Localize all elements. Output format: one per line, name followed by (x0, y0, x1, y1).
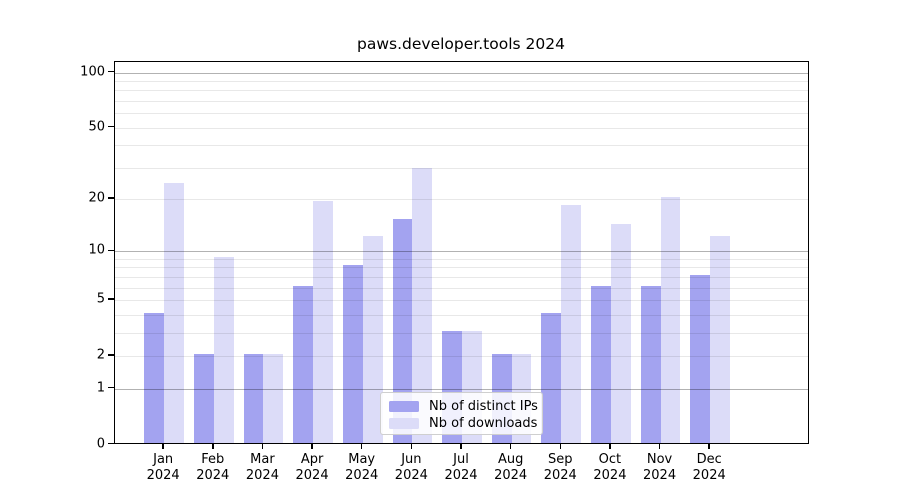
y-tick (107, 386, 114, 389)
x-tick-label-may: May 2024 (345, 452, 379, 483)
bar-downloads-feb (213, 256, 234, 443)
y-tick (107, 249, 114, 252)
y-tick-label: 100 (80, 64, 105, 80)
bar-distinct-ips-nov (640, 285, 661, 443)
x-tick (658, 443, 661, 449)
x-tick-label-jan: Jan 2024 (146, 452, 180, 483)
x-tick-label-sep: Sep 2024 (543, 452, 577, 483)
x-tick-label-mar: Mar 2024 (245, 452, 279, 483)
x-tick (509, 443, 512, 449)
y-tick (107, 298, 114, 300)
legend: Nb of distinct IPs Nb of downloads (380, 392, 543, 435)
x-tick (162, 443, 164, 449)
x-tick (360, 443, 363, 449)
y-tick-label: 2 (96, 347, 105, 363)
y-tick-label: 5 (96, 291, 105, 307)
x-tick-label-apr: Apr 2024 (295, 452, 329, 483)
legend-item-distinct-ips: Nb of distinct IPs (381, 398, 542, 416)
y-tick (107, 125, 114, 128)
x-tick-label-feb: Feb 2024 (196, 452, 230, 483)
bar-distinct-ips-apr (293, 285, 314, 443)
chart-title: paws.developer.tools 2024 (357, 35, 565, 53)
x-tick (609, 443, 611, 449)
x-tick (559, 443, 562, 449)
x-tick (708, 443, 710, 449)
bar-downloads-jun (412, 168, 433, 443)
y-tick-label: 0 (96, 436, 105, 451)
bar-distinct-ips-may (342, 265, 363, 443)
y-tick-label: 1 (96, 380, 105, 396)
y-tick (107, 354, 114, 356)
y-tick (107, 442, 114, 445)
x-tick (261, 443, 264, 449)
x-tick (212, 443, 214, 449)
legend-label-distinct-ips: Nb of distinct IPs (429, 398, 538, 414)
bar-distinct-ips-mar (243, 353, 264, 443)
legend-item-downloads: Nb of downloads (381, 415, 542, 433)
bar-downloads-may (362, 235, 383, 443)
y-tick-label: 20 (88, 190, 105, 206)
legend-label-downloads: Nb of downloads (429, 416, 538, 432)
bar-distinct-ips-oct (591, 285, 611, 443)
bar-distinct-ips-jan (144, 312, 165, 443)
bar-distinct-ips-jun (392, 219, 413, 443)
bar-downloads-dec (710, 235, 731, 443)
x-tick-label-aug: Aug 2024 (494, 452, 528, 483)
x-tick (311, 443, 313, 449)
y-tick (107, 197, 114, 199)
bar-downloads-oct (610, 224, 631, 443)
y-tick-label: 50 (88, 119, 105, 135)
bar-distinct-ips-feb (193, 353, 214, 443)
legend-swatch-downloads (389, 418, 419, 430)
x-tick-label-jul: Jul 2024 (444, 452, 478, 483)
bar-distinct-ips-dec (690, 274, 711, 443)
y-tick-label: 10 (88, 242, 105, 258)
x-tick-label-jun: Jun 2024 (394, 452, 428, 483)
bar-downloads-apr (313, 201, 333, 443)
bar-downloads-jan (164, 183, 184, 443)
bars-layer (115, 62, 808, 443)
x-tick-label-nov: Nov 2024 (643, 452, 677, 483)
x-tick (460, 443, 462, 449)
legend-swatch-distinct-ips (389, 400, 419, 412)
bar-distinct-ips-sep (541, 312, 562, 443)
x-tick-label-dec: Dec 2024 (692, 452, 726, 483)
bar-downloads-sep (561, 205, 582, 443)
bar-downloads-nov (660, 197, 681, 443)
x-tick-label-oct: Oct 2024 (593, 452, 627, 483)
bar-downloads-mar (263, 353, 284, 443)
x-tick (410, 443, 413, 449)
plot-area (113, 60, 809, 444)
y-tick (107, 70, 114, 73)
